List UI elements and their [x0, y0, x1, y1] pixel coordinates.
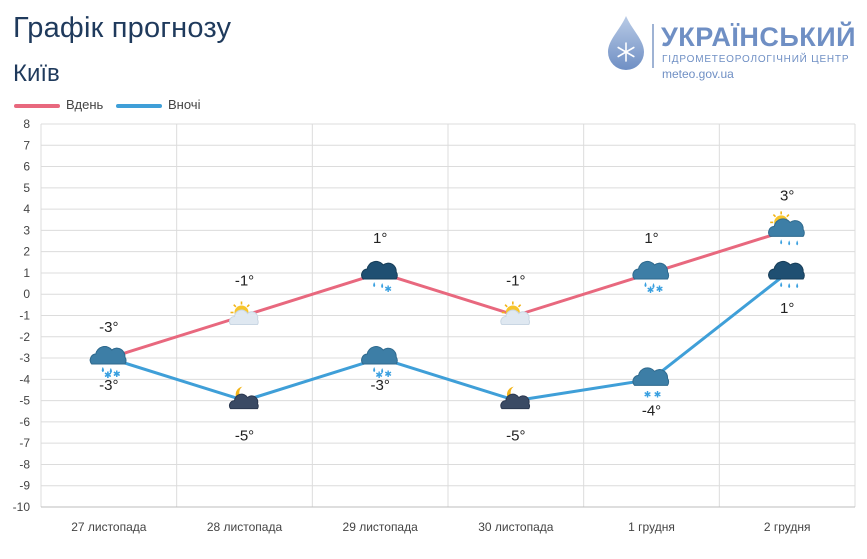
logo[interactable]: УКРАЇНСЬКИЙ ГІДРОМЕТЕОРОЛОГІЧНИЙ ЦЕНТР m… — [606, 14, 857, 81]
legend-item-day[interactable]: Вдень — [14, 97, 103, 112]
logo-subtitle: ГІДРОМЕТЕОРОЛОГІЧНИЙ ЦЕНТР — [662, 54, 850, 65]
x-tick-label: 30 листопада — [478, 520, 554, 534]
y-tick-label: 2 — [23, 245, 30, 259]
dark-cloud-rain-icon — [768, 261, 805, 288]
data-label-day: 3° — [780, 187, 794, 204]
partly-cloudy-icon — [229, 301, 259, 325]
y-tick-label: -6 — [19, 415, 30, 429]
y-tick-label: 5 — [23, 181, 30, 195]
svg-text:✱: ✱ — [104, 371, 112, 381]
y-tick-label: 7 — [23, 138, 30, 152]
cloud-rain-snow-icon: ✱ ✱ — [89, 346, 127, 381]
city-name: Київ — [13, 60, 60, 87]
y-tick-label: -7 — [19, 436, 30, 450]
y-tick-label: 3 — [23, 223, 30, 237]
logo-site[interactable]: meteo.gov.ua — [662, 67, 734, 81]
y-tick-label: -4 — [19, 372, 30, 386]
data-label-day: -1° — [235, 273, 254, 290]
data-label-night: -3° — [370, 377, 389, 394]
y-tick-label: -10 — [13, 500, 31, 514]
x-tick-label: 2 грудня — [764, 520, 811, 534]
svg-text:✱: ✱ — [113, 370, 121, 380]
svg-text:✱: ✱ — [656, 285, 664, 295]
sun-cloud-rain-icon — [768, 211, 805, 246]
y-tick-label: 4 — [23, 202, 30, 216]
data-label-day: 1° — [644, 230, 658, 247]
legend-label-night: Вночі — [168, 97, 201, 112]
svg-text:✱: ✱ — [104, 371, 112, 381]
cloud-rain-snow-icon: ✱ ✱ — [361, 346, 398, 381]
data-label-night: -5° — [235, 428, 254, 445]
x-tick-label: 28 листопада — [207, 520, 283, 534]
svg-text:✱: ✱ — [375, 371, 383, 381]
logo-name: УКРАЇНСЬКИЙ — [661, 22, 857, 52]
dark-cloud-rain-snow-icon: ✱ — [361, 261, 398, 295]
data-label-night: -4° — [642, 402, 661, 419]
svg-text:✱: ✱ — [644, 390, 652, 400]
legend-swatch-day — [14, 103, 60, 108]
y-tick-label: -8 — [19, 457, 30, 471]
y-tick-label: -2 — [19, 330, 30, 344]
partly-cloudy-icon — [500, 301, 530, 325]
moon-cloud-icon — [229, 386, 259, 410]
y-tick-label: 8 — [23, 117, 30, 131]
svg-text:✱: ✱ — [113, 370, 121, 380]
data-label-night: -5° — [506, 428, 525, 445]
y-tick-label: -3 — [19, 351, 30, 365]
svg-text:✱: ✱ — [384, 370, 392, 380]
series-line-day — [107, 228, 789, 360]
legend-label-day: Вдень — [66, 97, 104, 112]
y-tick-label: -5 — [19, 394, 30, 408]
series-line-night — [107, 271, 789, 403]
water-drop-snowflake-icon — [608, 16, 644, 70]
data-label-day: -3° — [99, 319, 118, 336]
data-label-night: -3° — [99, 377, 118, 394]
legend-item-night[interactable]: Вночі — [116, 97, 200, 112]
x-tick-label: 29 листопада — [343, 520, 419, 534]
cloud-rain-snow-icon: ✱ ✱ — [632, 261, 670, 296]
x-tick-label: 27 листопада — [71, 520, 147, 534]
data-label-night: 1° — [780, 300, 794, 317]
data-label-day: -1° — [506, 273, 525, 290]
y-tick-label: 0 — [23, 287, 30, 301]
page-title: Графік прогнозу — [13, 12, 232, 44]
data-label-day: 1° — [373, 230, 387, 247]
y-tick-label: -1 — [19, 309, 30, 323]
svg-text:✱: ✱ — [384, 285, 392, 295]
logo-divider — [652, 24, 654, 68]
legend-swatch-night — [116, 103, 162, 108]
y-tick-label: -9 — [19, 479, 30, 493]
moon-cloud-icon — [500, 386, 530, 410]
svg-text:✱: ✱ — [654, 390, 662, 400]
y-tick-label: 1 — [23, 266, 30, 280]
svg-text:✱: ✱ — [647, 286, 655, 296]
y-tick-label: 6 — [23, 160, 30, 174]
cloud-snow-icon: ✱ ✱ — [632, 367, 670, 400]
x-tick-label: 1 грудня — [628, 520, 675, 534]
